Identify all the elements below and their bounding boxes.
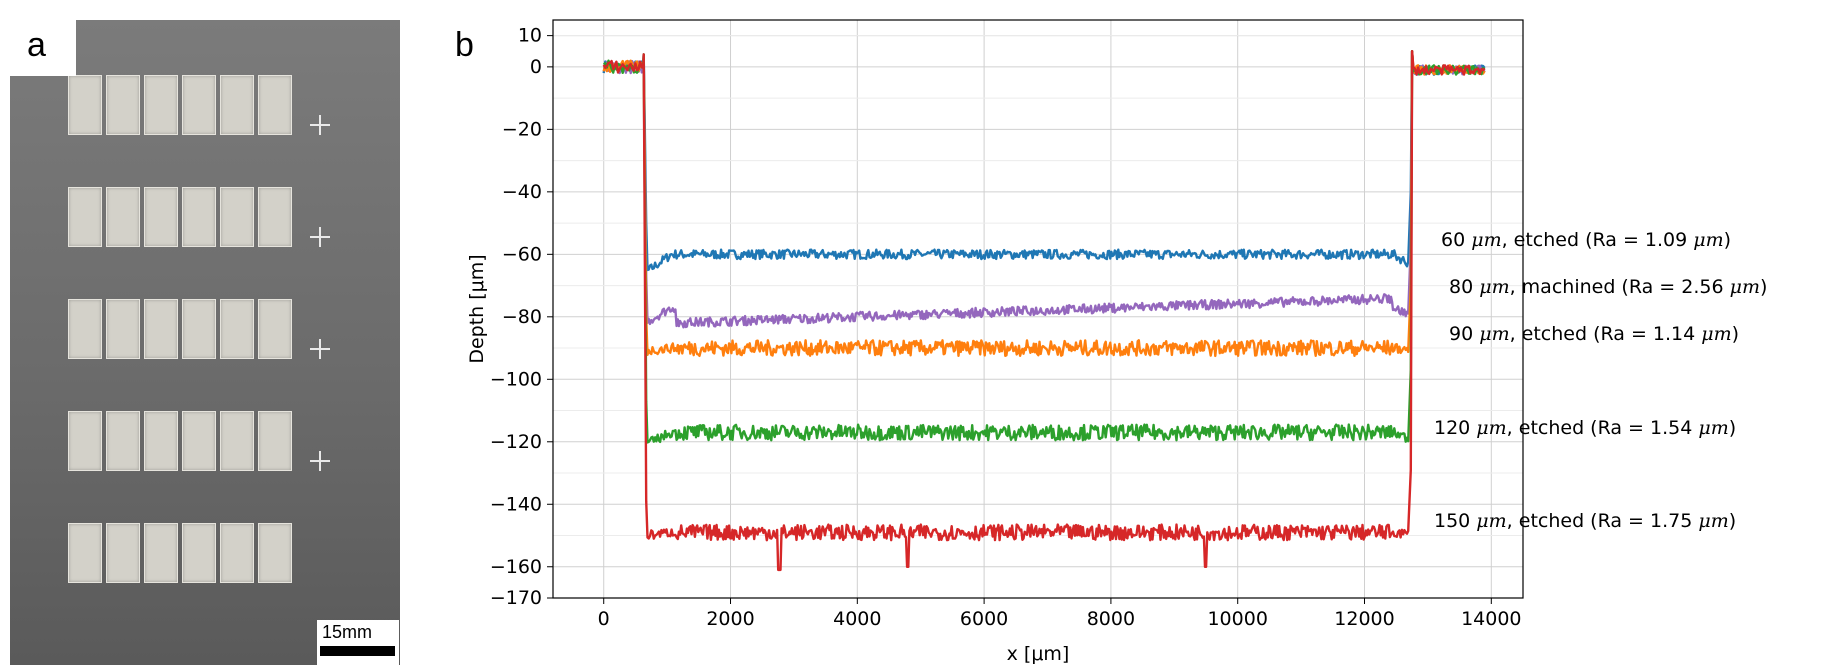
series-label-part: μm — [1698, 417, 1729, 439]
sample-photo — [10, 20, 400, 665]
series-label-part: ) — [1723, 229, 1732, 251]
y-tick-label: −120 — [490, 431, 542, 453]
sample-pad — [144, 523, 178, 583]
series-label: 120 μm, etched (Ra = 1.54 μm) — [1434, 417, 1736, 439]
series-label-part: 120 — [1434, 417, 1471, 439]
x-tick-label: 0 — [598, 608, 610, 630]
sample-pad — [68, 75, 102, 135]
sample-pad — [144, 187, 178, 247]
sample-pad — [68, 187, 102, 247]
sample-pad — [258, 523, 292, 583]
y-tick-label: −170 — [490, 587, 542, 609]
alignment-cross-icon — [310, 451, 330, 471]
x-tick-label: 4000 — [833, 608, 881, 630]
sample-pad — [258, 299, 292, 359]
x-axis-label: x [μm] — [1007, 643, 1070, 665]
sample-pad — [220, 75, 254, 135]
sample-pad — [144, 299, 178, 359]
series-label-part: μm — [1701, 323, 1732, 345]
series-label: 60 μm, etched (Ra = 1.09 μm) — [1441, 229, 1731, 251]
sample-pad — [258, 411, 292, 471]
series-label-part: 80 — [1449, 276, 1474, 298]
sample-pad — [68, 299, 102, 359]
series-label-part: , machined (Ra = 2.56 — [1509, 276, 1730, 298]
y-tick-label: −40 — [502, 181, 542, 203]
y-tick-label: −140 — [490, 493, 542, 515]
series-line — [602, 50, 1486, 272]
sample-pad — [106, 187, 140, 247]
series-label-part: , etched (Ra = 1.09 — [1501, 229, 1694, 251]
panel-a-label: a — [27, 26, 46, 64]
series-label-part: μm — [1698, 510, 1729, 532]
series-label-part: ) — [1728, 510, 1737, 532]
y-axis-label: Depth [μm] — [466, 254, 488, 363]
series-label-part: μm — [1470, 510, 1507, 532]
alignment-cross-icon — [310, 339, 330, 359]
sample-pad — [182, 523, 216, 583]
series-label-part: ) — [1731, 323, 1740, 345]
panel-b-label: b — [455, 26, 474, 64]
series-label: 90 μm, etched (Ra = 1.14 μm) — [1449, 323, 1739, 345]
x-tick-label: 10000 — [1207, 608, 1267, 630]
sample-pad — [220, 187, 254, 247]
series-label-part: μm — [1693, 229, 1724, 251]
sample-pad — [220, 523, 254, 583]
x-tick-label: 8000 — [1087, 608, 1135, 630]
y-tick-label: −20 — [502, 118, 542, 140]
series-label-part: μm — [1465, 229, 1502, 251]
sample-pad — [106, 523, 140, 583]
scale-bar — [320, 646, 395, 656]
sample-pad — [144, 75, 178, 135]
series-label-part: 60 — [1441, 229, 1466, 251]
y-tick-label: 10 — [518, 25, 542, 47]
x-tick-label: 12000 — [1334, 608, 1394, 630]
series-line — [602, 50, 1486, 572]
y-tick-label: −80 — [502, 306, 542, 328]
sample-pad — [182, 75, 216, 135]
sample-pad — [258, 75, 292, 135]
alignment-cross-icon — [310, 227, 330, 247]
y-tick-label: −60 — [502, 243, 542, 265]
series-label: 80 μm, machined (Ra = 2.56 μm) — [1449, 276, 1767, 298]
series-line — [602, 50, 1486, 444]
series-line — [603, 50, 1486, 329]
sample-pad — [182, 299, 216, 359]
series-label-part: ) — [1728, 417, 1737, 439]
series-label-part: , etched (Ra = 1.75 — [1506, 510, 1699, 532]
scale-bar-label: 15mm — [322, 622, 373, 642]
x-tick-label: 14000 — [1461, 608, 1521, 630]
scale-bar-background — [317, 620, 399, 665]
sample-pad — [220, 411, 254, 471]
y-tick-label: 0 — [530, 56, 542, 78]
series-label-part: 150 — [1434, 510, 1471, 532]
x-tick-label: 2000 — [706, 608, 754, 630]
sample-pad — [182, 411, 216, 471]
series-label-part: ) — [1759, 276, 1768, 298]
sample-pad — [144, 411, 178, 471]
series-label-part: μm — [1473, 323, 1510, 345]
y-tick-label: −100 — [490, 368, 542, 390]
plot-frame — [552, 19, 1524, 599]
sample-pad — [106, 299, 140, 359]
sample-pad — [106, 411, 140, 471]
series-label-part: , etched (Ra = 1.54 — [1506, 417, 1699, 439]
x-tick-label: 6000 — [960, 608, 1008, 630]
series-label-part: μm — [1729, 276, 1760, 298]
panel-a-label-box — [10, 20, 76, 76]
sample-pad — [182, 187, 216, 247]
series-label-part: μm — [1473, 276, 1510, 298]
sample-pad — [258, 187, 292, 247]
sample-pad — [220, 299, 254, 359]
series-label-part: , etched (Ra = 1.14 — [1509, 323, 1702, 345]
alignment-cross-icon — [310, 115, 330, 135]
series-label: 150 μm, etched (Ra = 1.75 μm) — [1434, 510, 1736, 532]
series-label-part: 90 — [1449, 323, 1474, 345]
y-tick-label: −160 — [490, 556, 542, 578]
sample-pad — [68, 411, 102, 471]
sample-pad — [106, 75, 140, 135]
sample-pad — [68, 523, 102, 583]
series-label-part: μm — [1470, 417, 1507, 439]
series-line — [602, 50, 1486, 358]
